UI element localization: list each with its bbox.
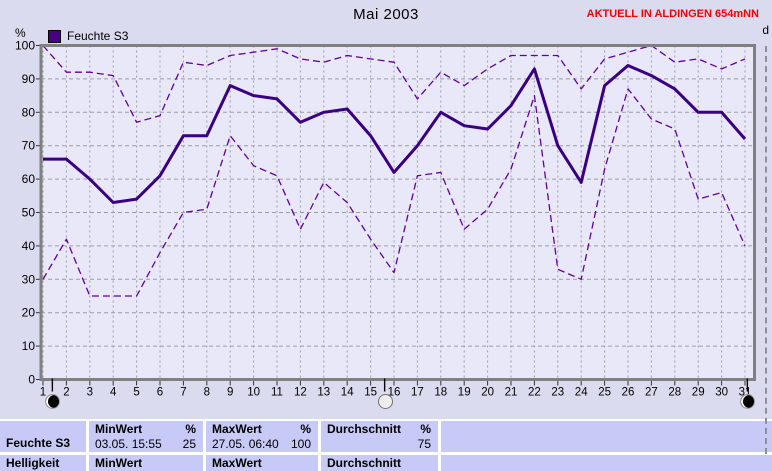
plot-frame [39,44,756,381]
durchschnitt-unit: % [420,422,431,436]
x-tick-label: 1 [40,387,46,399]
x-tick-label: 5 [133,387,139,399]
y-tick-label: 80 [22,105,36,119]
x-tick-label: 24 [575,387,588,399]
x-tick-label: 18 [434,387,447,399]
legend-label: Feuchte S3 [67,29,129,43]
x-tick-label: 12 [294,387,307,399]
chart-line-feuchte-s3 [43,64,747,204]
x-tick-label: 8 [204,387,210,399]
minwert-cell: MinWert % 03.05. 15:55 25 [89,421,203,452]
x-tick-label: 3 [87,387,93,399]
page-title: Mai 2003 [353,6,419,23]
y-axis-unit-label: % [15,26,26,40]
next-row-minwert-partial: MinWert [89,455,203,471]
x-tick-label: 26 [622,387,635,399]
x-tick-label: 19 [458,387,471,399]
legend-swatch-icon [48,29,61,43]
y-tick-label: 10 [22,339,36,353]
x-tick-label: 11 [271,387,283,399]
x-tick-label: 10 [247,387,260,399]
minwert-header: MinWert [95,422,143,436]
y-tick-label: 90 [22,72,36,86]
x-tick-label: 6 [157,387,163,399]
y-tick-label: 50 [22,206,36,220]
x-tick-label: 7 [180,387,186,399]
chart-line-max [42,44,746,123]
x-tick-label: 30 [715,387,728,399]
maxwert-value: 100 [290,437,311,451]
durchschnitt-value: 75 [417,437,431,451]
y-tick-label: 100 [15,39,35,53]
moon-phase-dark-icon [740,394,756,409]
chart-legend: Feuchte S3 [48,29,128,43]
x-tick-label: 22 [528,387,541,399]
next-row-maxwert-partial: MaxWert [206,455,318,471]
x-tick-label: 4 [110,387,117,399]
sensor-name-cell: Feuchte S3 [0,421,86,452]
x-tick-label: 2 [63,387,69,399]
adjacent-pane-label: d [762,23,769,37]
durchschnitt-header: Durchschnitt [327,422,402,436]
x-tick-label: 29 [692,387,705,399]
maxwert-datetime: 27.05. 06:40 [212,437,279,451]
maxwert-unit: % [300,422,311,436]
maxwert-cell: MaxWert % 27.05. 06:40 100 [206,421,318,452]
x-tick-label: 9 [227,387,233,399]
x-tick-label: 25 [598,387,611,399]
x-tick-label: 14 [341,387,354,399]
next-row-sensor-name-partial: Helligkeit [0,455,86,471]
sensor-name: Feuchte S3 [6,436,71,450]
y-tick-label: 30 [22,272,36,286]
x-tick-label: 20 [481,387,494,399]
x-tick-label: 28 [668,387,681,399]
status-text: AKTUELL IN ALDINGEN 654mNN [586,8,759,20]
x-tick-label: 17 [411,387,424,399]
x-tick-label: 23 [551,387,564,399]
next-row-durchschnitt-partial: Durchschnitt [321,455,438,471]
x-tick-label: 13 [317,387,330,399]
x-tick-label: 21 [505,387,518,399]
minwert-value: 25 [182,437,196,451]
maxwert-header: MaxWert [212,422,262,436]
moon-phase-light-icon [377,394,393,409]
y-tick-label: 60 [22,172,36,186]
stats-table: Feuchte S3 MinWert % 03.05. 15:55 25 Max… [0,419,772,471]
minwert-datetime: 03.05. 15:55 [95,437,162,451]
chart-line-min [42,88,746,297]
y-tick-label: 20 [22,306,36,320]
moon-phase-dark-icon [45,394,61,409]
x-tick-label: 15 [364,387,377,399]
durchschnitt-cell: Durchschnitt % 75 [321,421,438,452]
minwert-unit: % [185,422,196,436]
next-row-empty-partial [441,455,772,471]
y-tick-label: 0 [28,373,35,387]
empty-cell [441,421,772,452]
x-tick-label: 27 [645,387,658,399]
y-tick-label: 40 [22,239,36,253]
y-tick-label: 70 [22,139,36,153]
